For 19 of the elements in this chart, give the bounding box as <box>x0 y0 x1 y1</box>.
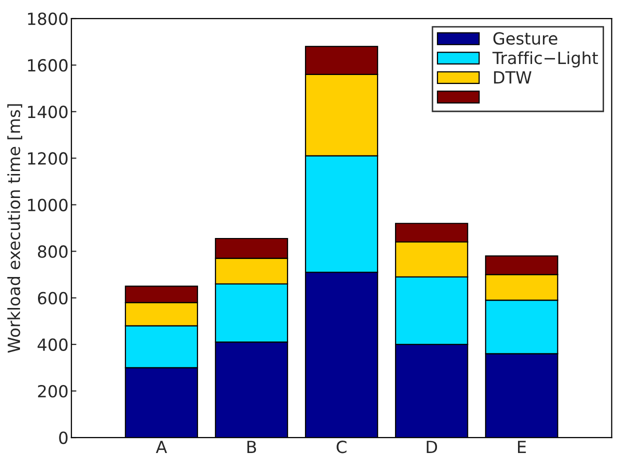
y-tick-label: 200 <box>38 384 68 398</box>
y-tick-label: 600 <box>38 292 68 304</box>
x-tick-label: A <box>156 440 168 453</box>
legend-label: Gesture <box>493 32 558 45</box>
x-tick-label: E <box>518 440 526 453</box>
legend-label: Traffic−Light <box>492 51 598 68</box>
y-tick-label: 1400 <box>28 106 68 118</box>
x-tick-label: B <box>247 440 256 453</box>
y-tick-label: 0 <box>59 431 68 444</box>
y-tick-label: 1000 <box>28 198 68 212</box>
y-tick-label: 400 <box>38 338 68 351</box>
x-tick-label: C <box>336 440 346 454</box>
x-tick-label: D <box>426 440 438 453</box>
y-tick-label: 1200 <box>28 152 68 165</box>
y-axis-title: Workload execution time [ms] <box>7 104 22 353</box>
y-tick-label: 800 <box>38 245 68 258</box>
y-tick-label: 1600 <box>28 59 68 72</box>
y-tick-label: 1800 <box>28 12 68 26</box>
legend-label: DTW <box>494 71 532 84</box>
